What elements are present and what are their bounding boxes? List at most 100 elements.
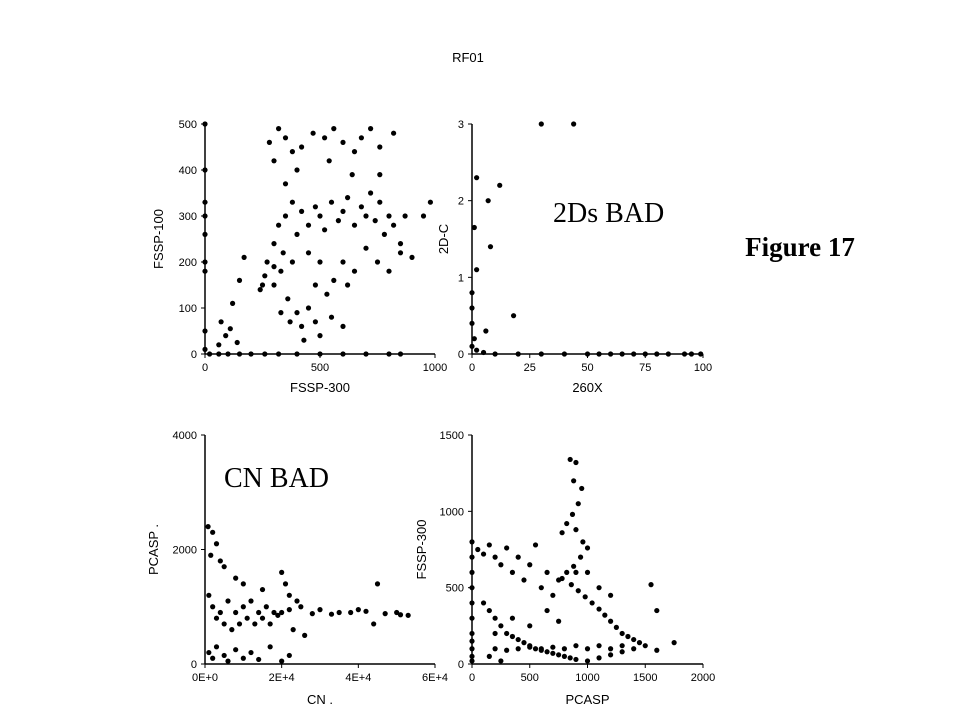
data-point	[561, 646, 568, 652]
data-point	[538, 585, 544, 591]
data-point	[286, 592, 292, 598]
data-point	[213, 541, 220, 547]
data-point	[575, 588, 581, 594]
data-point	[521, 640, 527, 646]
data-point	[278, 268, 284, 274]
data-point	[492, 351, 498, 357]
data-point	[527, 562, 533, 568]
data-point	[538, 646, 544, 652]
data-point	[532, 542, 539, 548]
data-point	[544, 569, 550, 576]
data-point	[427, 199, 433, 205]
data-point	[642, 351, 648, 357]
data-point	[681, 351, 688, 357]
data-point	[217, 609, 223, 616]
data-point	[596, 585, 602, 591]
data-point	[573, 527, 579, 533]
data-point	[294, 351, 300, 357]
data-point	[271, 241, 277, 247]
data-point	[386, 213, 392, 219]
data-point	[509, 633, 516, 640]
y-tick-label: 0	[191, 349, 197, 361]
data-point	[279, 609, 285, 616]
data-point	[573, 569, 579, 576]
data-point	[469, 646, 475, 652]
data-point	[386, 351, 392, 357]
data-point	[596, 643, 602, 649]
y-tick-label: 2000	[173, 545, 197, 557]
data-point	[206, 649, 212, 656]
x-tick-label: 1000	[423, 362, 447, 374]
data-point	[469, 600, 475, 606]
x-tick-label: 100	[694, 362, 712, 374]
data-point	[326, 158, 332, 164]
data-point	[515, 351, 521, 357]
data-point	[564, 569, 570, 576]
data-point	[619, 649, 625, 655]
data-point	[397, 351, 404, 357]
data-point	[567, 456, 573, 463]
data-point	[589, 600, 595, 606]
data-point	[257, 287, 263, 293]
data-point	[469, 343, 475, 349]
data-point	[596, 351, 602, 357]
x-tick-label: 0	[202, 362, 208, 374]
data-point	[521, 577, 527, 583]
data-point	[358, 204, 364, 210]
data-point	[210, 655, 216, 661]
data-point	[340, 139, 346, 145]
x-tick-label: 75	[639, 362, 651, 374]
data-point	[262, 273, 268, 279]
data-point	[377, 199, 383, 205]
data-point	[498, 658, 504, 664]
data-point	[619, 630, 625, 637]
x-tick-label: 2E+4	[269, 672, 295, 684]
y-axis-title: FSSP-100	[151, 209, 166, 269]
data-point	[559, 530, 565, 536]
data-point	[248, 649, 254, 656]
y-tick-label: 1000	[440, 506, 464, 518]
data-point	[218, 319, 224, 325]
data-point	[608, 618, 614, 624]
data-point	[317, 351, 323, 357]
data-point	[492, 646, 498, 652]
x-axis-title: CN .	[307, 692, 333, 707]
x-tick-label: 0	[469, 672, 475, 684]
data-point	[290, 627, 296, 633]
data-point	[282, 181, 289, 187]
data-point	[282, 135, 289, 141]
data-point	[556, 652, 562, 658]
data-point	[309, 611, 315, 617]
data-point	[286, 607, 292, 613]
data-point	[221, 564, 227, 570]
data-point	[374, 581, 381, 587]
data-point	[573, 656, 579, 663]
data-point	[469, 320, 475, 326]
data-point	[527, 644, 533, 650]
scatter-panel-fssp100-vs-fssp300: 0 500 1000 0 100 200 300 400 500 FSSP-300 FSSP-100	[151, 119, 447, 395]
data-point	[382, 611, 388, 617]
data-point	[236, 621, 243, 627]
data-point	[474, 267, 480, 273]
data-point	[527, 623, 533, 629]
data-point	[202, 259, 208, 265]
data-point	[480, 600, 487, 606]
data-point	[486, 607, 492, 614]
data-point	[240, 581, 246, 587]
data-point	[276, 222, 282, 228]
data-point	[561, 653, 568, 659]
x-tick-label: 4E+4	[345, 672, 371, 684]
data-point	[244, 615, 250, 621]
data-point	[504, 630, 510, 637]
data-point	[317, 259, 323, 265]
data-point	[301, 337, 307, 343]
data-point	[515, 646, 521, 652]
data-point	[613, 624, 619, 630]
data-point	[280, 250, 286, 256]
data-point	[532, 646, 539, 652]
data-point	[202, 199, 208, 205]
data-point	[698, 351, 704, 357]
data-point	[577, 554, 584, 560]
data-point	[654, 647, 660, 653]
